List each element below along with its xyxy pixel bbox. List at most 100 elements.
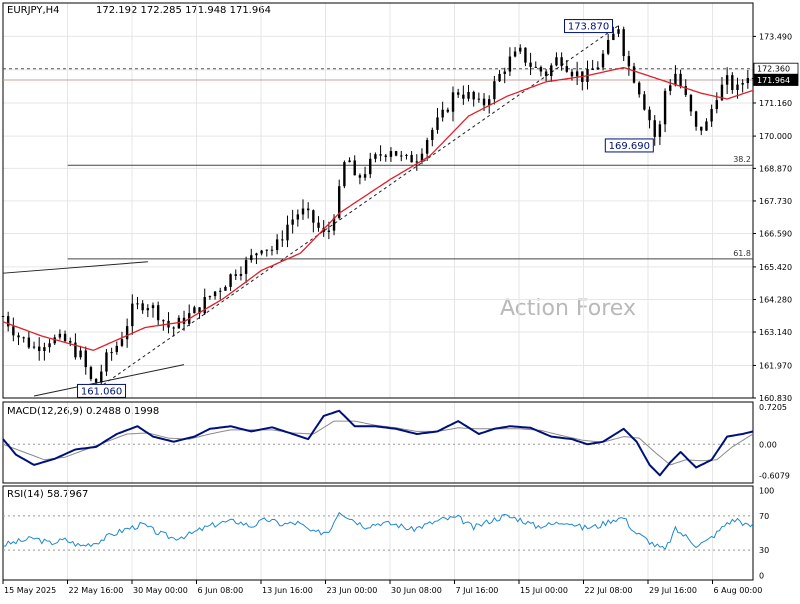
price-annotation-box (564, 19, 614, 34)
candle-body (182, 317, 186, 324)
rsi-axis-label: 0 (759, 572, 764, 581)
candle-body (488, 99, 491, 106)
price-axis-label: 161.970 (759, 361, 792, 370)
time-axis-label: 13 Jun 16:00 (262, 586, 313, 595)
candle-body (53, 337, 56, 344)
candle-body (363, 174, 367, 178)
candle-body (617, 29, 620, 34)
candle-body (544, 71, 548, 76)
price-axis-label: 171.160 (759, 99, 792, 108)
candle-body (539, 67, 543, 72)
time-axis-label: 29 Jul 16:00 (649, 586, 697, 595)
candle-body (534, 66, 537, 68)
candle-body (431, 129, 434, 141)
candle-body (679, 73, 682, 87)
candle-body (591, 69, 594, 71)
candle-body (400, 155, 403, 157)
candle-body (291, 219, 294, 225)
candle-body (446, 109, 450, 112)
candle-body (193, 307, 196, 314)
candle-body (208, 296, 212, 298)
candle-body (358, 175, 362, 178)
candle-body (115, 345, 118, 353)
candle-body (508, 56, 512, 72)
candle-body (213, 291, 217, 297)
candle-body (22, 337, 25, 339)
candle-body (296, 214, 300, 220)
candle-body (513, 51, 517, 57)
time-axis-label: 23 Jun 00:00 (327, 586, 378, 595)
candle-body (141, 303, 144, 311)
candle-body (436, 117, 439, 130)
price-axis-label: 173.490 (759, 32, 792, 41)
price-axis-label: 167.730 (759, 197, 792, 206)
macd-pane-border (2, 401, 754, 484)
fib-level-label: 38.2 (733, 155, 751, 164)
candle-body (270, 249, 274, 251)
candle-body (606, 40, 610, 54)
candle-body (348, 160, 351, 163)
candle-body (519, 47, 522, 52)
candle-body (1, 316, 5, 318)
candle-body (250, 255, 253, 261)
macd-axis-label: -0.6079 (759, 472, 790, 481)
candle-body (286, 224, 289, 241)
candle-body (694, 111, 698, 127)
candle-body (715, 100, 718, 110)
candle-body (643, 94, 646, 110)
trendline (2, 261, 148, 274)
candle-body (751, 77, 755, 79)
candle-body (555, 57, 558, 66)
candle-body (689, 94, 693, 112)
price-annotation-box (77, 383, 127, 398)
rsi-axis-label: 30 (759, 546, 769, 555)
candle-body (198, 307, 201, 314)
time-axis-label: 22 Jul 08:00 (585, 586, 633, 595)
candle-body (741, 83, 744, 85)
candle-body (125, 326, 129, 340)
candle-body (105, 352, 108, 372)
candle-body (84, 350, 87, 368)
candle-body (498, 73, 501, 82)
candle-body (601, 53, 605, 68)
candle-body (369, 158, 372, 175)
candle-body (658, 124, 662, 137)
candle-body (467, 91, 470, 99)
candle-body (343, 162, 346, 187)
candle-body (653, 120, 656, 137)
candle-body (725, 75, 729, 85)
time-axis-label: 30 May 00:00 (133, 586, 188, 595)
candle-body (48, 343, 51, 348)
candle-body (684, 86, 687, 95)
candle-body (120, 339, 124, 346)
rsi-axis-label: 70 (759, 512, 769, 521)
candle-body (32, 346, 36, 348)
candle-body (38, 346, 41, 352)
candle-body (389, 151, 393, 157)
price-annotation-box (604, 138, 654, 153)
candle-body (327, 230, 331, 232)
candle-body (43, 347, 46, 352)
candle-body (622, 29, 625, 57)
candle-body (353, 160, 356, 176)
candle-body (100, 371, 103, 383)
price-annotation-label: 173.870 (568, 22, 609, 33)
trendline (33, 364, 185, 397)
candle-body (229, 274, 232, 287)
ohlc-readout: 172.192 172.285 171.948 171.964 (96, 5, 271, 16)
candle-body (374, 154, 377, 159)
candle-body (596, 67, 600, 70)
candle-body (317, 222, 320, 228)
candle-body (219, 290, 222, 292)
macd-title: MACD(12,26,9) 0.2488 0.1998 (7, 406, 159, 417)
candle-body (663, 90, 667, 125)
candle-body (736, 84, 739, 90)
candle-body (146, 308, 150, 311)
time-axis-label: 30 Jun 08:00 (391, 586, 442, 595)
time-axis-label: 7 Jul 16:00 (456, 586, 499, 595)
rsi-axis-label: 100 (759, 486, 774, 495)
candle-body (224, 286, 227, 291)
candle-body (338, 186, 341, 218)
candle-body (379, 154, 382, 156)
